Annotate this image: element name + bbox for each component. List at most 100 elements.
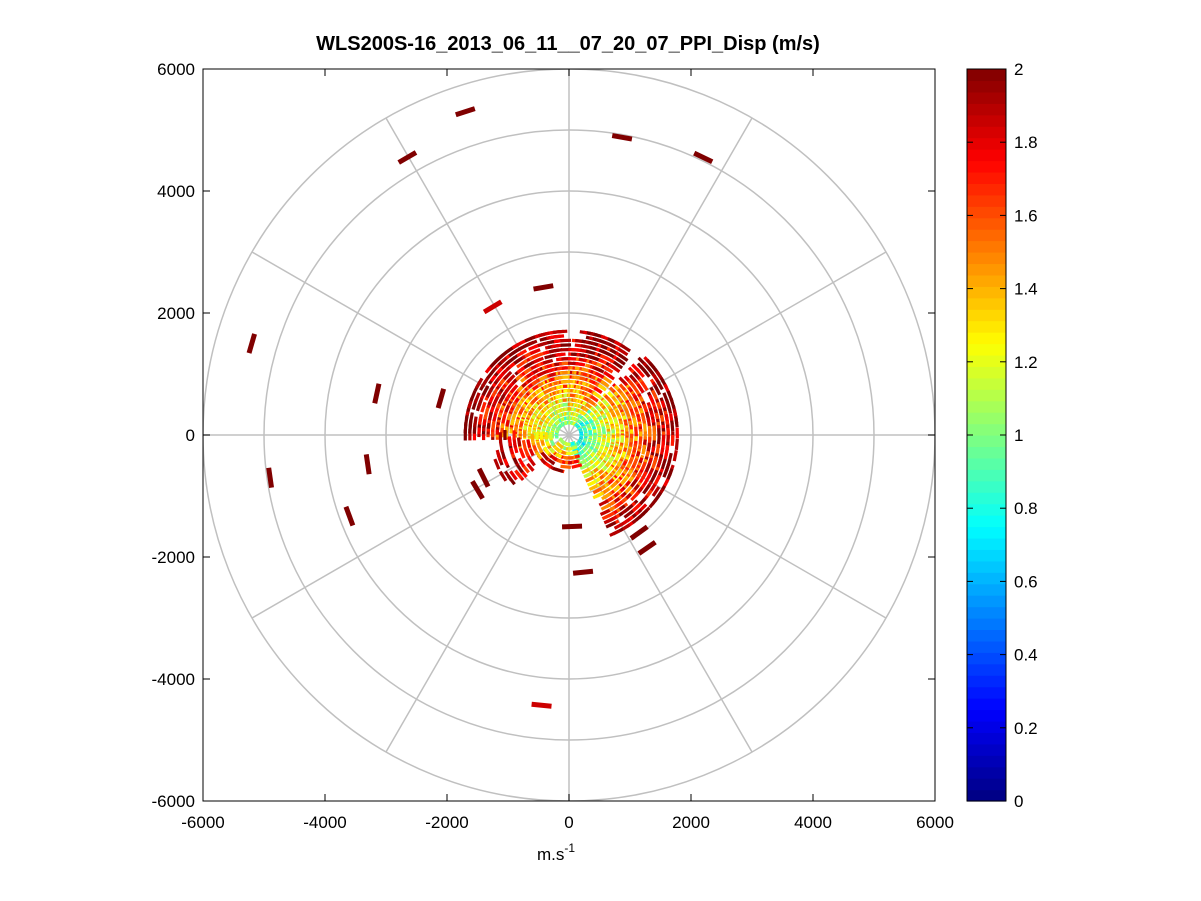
data-point xyxy=(613,521,625,530)
data-point xyxy=(612,360,624,370)
data-point xyxy=(511,341,523,350)
colorbar-strip xyxy=(967,366,1006,379)
data-point xyxy=(537,444,544,454)
data-point xyxy=(528,447,535,457)
data-point xyxy=(598,499,609,507)
sector-north-east xyxy=(566,330,631,429)
data-point xyxy=(560,379,570,384)
data-point xyxy=(637,540,657,556)
data-point xyxy=(653,384,662,396)
data-point xyxy=(581,467,591,475)
data-point xyxy=(611,133,633,142)
data-point xyxy=(526,462,535,472)
colorbar-tick-label: 1.4 xyxy=(1014,280,1038,299)
colorbar-strip xyxy=(967,252,1006,265)
data-point xyxy=(674,438,679,451)
colorbar-strip xyxy=(967,103,1006,116)
plot-area: -6000 -4000 -2000 0 2000 4000 6000 6000 4000 200… xyxy=(152,60,954,832)
colorbar-strip xyxy=(967,423,1006,436)
data-point xyxy=(649,472,658,484)
data-point xyxy=(468,412,474,424)
data-point xyxy=(554,375,564,381)
data-point xyxy=(542,358,554,365)
colorbar-strip xyxy=(967,206,1006,219)
colorbar-strip xyxy=(967,80,1006,93)
data-point xyxy=(529,348,541,356)
data-point xyxy=(477,413,483,425)
colorbar-strip xyxy=(967,549,1006,562)
data-point xyxy=(601,492,611,501)
data-point xyxy=(521,439,527,450)
colorbar-tick-label: 1 xyxy=(1014,426,1023,445)
data-point xyxy=(586,480,597,487)
data-point xyxy=(640,380,649,392)
data-point xyxy=(603,517,615,525)
data-point xyxy=(670,420,675,432)
data-point xyxy=(435,388,447,409)
data-point xyxy=(473,416,478,428)
colorbar: 0 0.2 0.4 0.6 0.8 1 1.2 1.4 1.6 1.8 2 xyxy=(966,60,1038,811)
data-point xyxy=(502,370,513,381)
data-point xyxy=(516,360,527,369)
x-tick-label: 0 xyxy=(564,813,573,832)
colorbar-strip xyxy=(967,663,1006,676)
data-point xyxy=(531,701,552,709)
data-point xyxy=(506,374,516,384)
data-point xyxy=(600,379,610,388)
colorbar-tick-label: 1.2 xyxy=(1014,353,1038,372)
colorbar-strip xyxy=(967,160,1006,173)
data-point xyxy=(509,384,519,394)
data-point xyxy=(537,341,549,348)
colorbar-strip xyxy=(967,149,1006,162)
data-point xyxy=(509,470,518,481)
data-point xyxy=(530,433,535,442)
colorbar-strip xyxy=(967,354,1006,367)
data-point xyxy=(476,467,491,488)
data-point xyxy=(592,391,602,399)
data-point xyxy=(629,478,638,489)
data-point xyxy=(266,467,274,488)
data-point xyxy=(592,492,603,500)
data-point xyxy=(663,448,669,460)
data-point xyxy=(526,439,532,449)
data-point xyxy=(343,505,356,527)
data-point xyxy=(602,376,613,385)
data-point xyxy=(585,475,595,483)
colorbar-strip xyxy=(967,503,1006,516)
data-point xyxy=(587,398,597,407)
data-point xyxy=(641,367,651,378)
data-point xyxy=(515,463,524,474)
sector-south xyxy=(536,437,583,474)
colorbar-strip xyxy=(967,480,1006,493)
data-point xyxy=(469,390,477,402)
data-point xyxy=(642,484,651,495)
colorbar-strip xyxy=(967,629,1006,642)
data-point xyxy=(629,524,649,541)
colorbar-strip xyxy=(967,240,1006,253)
colorbar-strip xyxy=(967,606,1006,619)
data-point xyxy=(551,466,564,474)
data-point xyxy=(455,106,476,118)
chart-title: WLS200S-16_2013_06_11__07_20_07_PPI_Disp… xyxy=(316,33,820,55)
data-point xyxy=(504,470,513,482)
data-point xyxy=(580,344,592,350)
colorbar-strip xyxy=(967,595,1006,608)
data-point xyxy=(507,436,512,447)
data-point xyxy=(609,529,621,537)
data-point xyxy=(594,366,605,374)
x-tick-label: -4000 xyxy=(303,813,346,832)
colorbar-strip xyxy=(967,789,1006,802)
data-point xyxy=(495,449,502,461)
colorbar-strip xyxy=(967,309,1006,322)
data-point xyxy=(473,392,481,404)
colorbar-strip xyxy=(967,698,1006,711)
data-layer xyxy=(246,106,714,709)
data-point xyxy=(592,487,603,495)
colorbar-strip xyxy=(967,537,1006,550)
data-point xyxy=(516,349,528,358)
data-point xyxy=(623,485,633,495)
data-point xyxy=(639,471,648,482)
data-point xyxy=(590,395,599,403)
colorbar-strip xyxy=(967,618,1006,631)
